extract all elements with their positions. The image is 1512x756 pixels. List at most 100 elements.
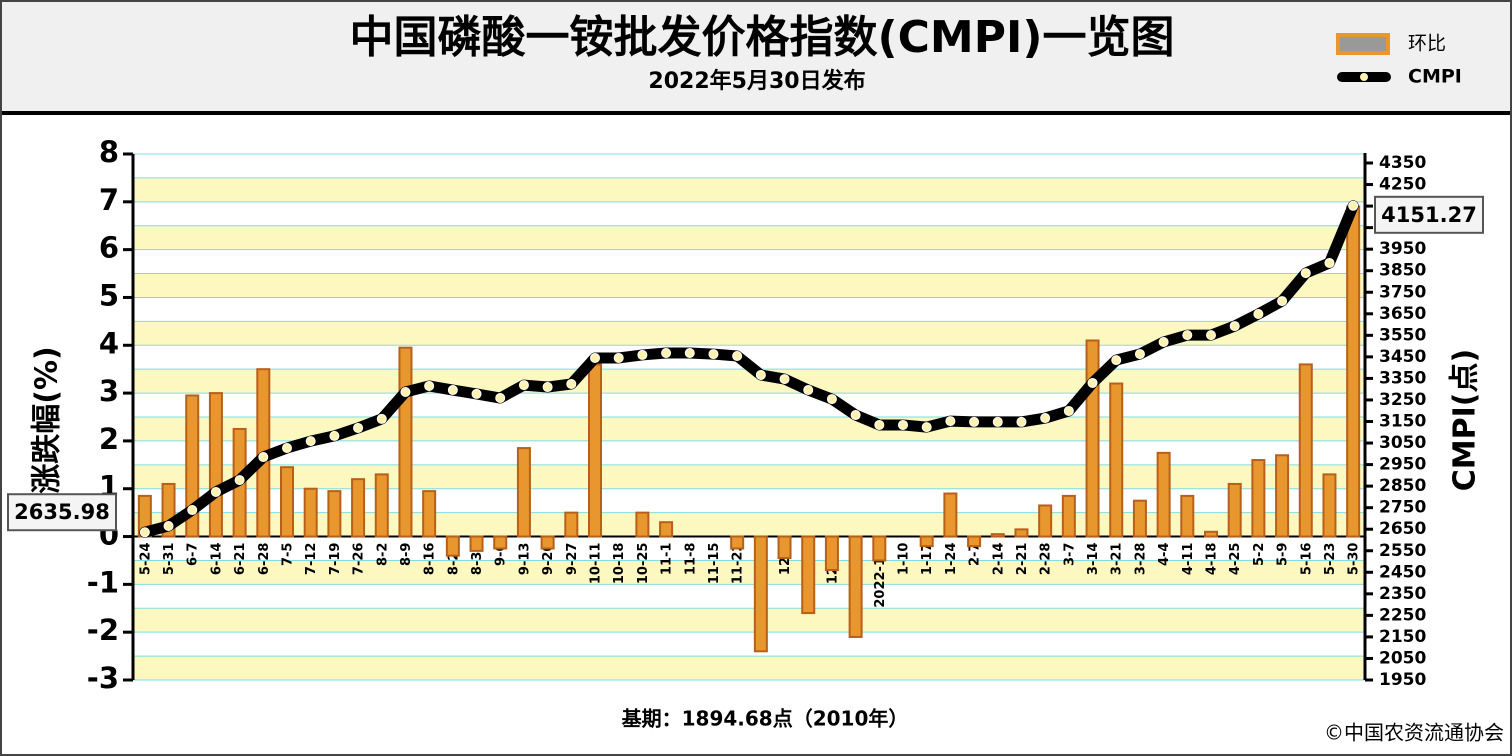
point — [258, 452, 269, 463]
point — [732, 351, 743, 362]
point — [305, 436, 316, 447]
x-tick-label: 8-9 — [399, 543, 414, 567]
y2-tick-label: 3950 — [1379, 239, 1426, 259]
band — [133, 417, 1365, 441]
point — [495, 393, 506, 404]
bar — [730, 535, 745, 550]
bar — [659, 521, 674, 538]
bar — [303, 487, 318, 538]
bar — [1346, 205, 1361, 538]
point — [1229, 321, 1240, 332]
x-tick-label: 1-10 — [897, 543, 912, 576]
x-tick-label: 11-1 — [660, 543, 675, 576]
bar — [445, 535, 460, 557]
header-band — [2, 2, 1510, 112]
x-tick-label: 7-5 — [281, 543, 296, 567]
bar — [801, 535, 816, 615]
x-tick-label: 5-31 — [162, 543, 177, 576]
x-tick-label: 7-12 — [304, 543, 319, 576]
x-tick-label: 8-2 — [375, 543, 390, 567]
plot — [133, 153, 1365, 681]
line — [139, 200, 1359, 538]
x-tick-label: 6-28 — [257, 543, 272, 576]
band — [133, 512, 1365, 537]
point — [234, 475, 245, 486]
point — [471, 388, 482, 399]
y2-tick-label: 3850 — [1379, 261, 1426, 281]
x-tick-label: 9-13 — [517, 543, 532, 576]
bar — [1275, 454, 1290, 538]
value-label: 2635.98 — [14, 500, 110, 524]
x-tick-label: 9-27 — [565, 543, 580, 576]
y2-tick-label: 2750 — [1379, 498, 1426, 518]
y2-axis-title: CMPI(点) — [1448, 349, 1483, 491]
y-axis-title: 涨跌幅(%) — [30, 346, 65, 493]
bar — [280, 466, 294, 538]
band — [133, 225, 1365, 250]
point — [424, 380, 435, 391]
point — [1087, 377, 1098, 388]
x-tick-label: 6-14 — [209, 543, 224, 576]
bar — [493, 535, 508, 550]
point — [1253, 309, 1264, 320]
x-tick-label: 11-22 — [731, 543, 746, 585]
point — [187, 505, 198, 516]
y2-tick-label: 1950 — [1379, 670, 1426, 690]
x-tick-label: 5-24 — [138, 543, 153, 576]
x-tick-label: 4-25 — [1228, 543, 1243, 576]
y2-tick-label: 3150 — [1379, 412, 1426, 432]
bar — [635, 511, 650, 538]
band — [133, 177, 1365, 202]
chart-subtitle: 2022年5月30日发布 — [648, 68, 865, 94]
band — [133, 560, 1365, 585]
bar — [1014, 528, 1029, 538]
legend-label: 环比 — [1408, 33, 1446, 55]
point — [945, 416, 956, 427]
y-tick-label: 7 — [99, 183, 119, 217]
point — [376, 413, 387, 424]
point — [613, 352, 624, 363]
y2-tick-label: 2850 — [1379, 476, 1426, 496]
point — [1182, 330, 1193, 341]
x-tick-label: 1-17 — [920, 543, 935, 576]
bar — [1204, 530, 1218, 538]
point — [969, 416, 980, 427]
point — [921, 422, 932, 433]
x-tick-label: 6-7 — [186, 543, 201, 567]
band — [133, 656, 1365, 680]
point — [1040, 413, 1051, 424]
x-tick-label: 7-19 — [328, 543, 343, 576]
point — [1348, 200, 1359, 211]
point — [874, 419, 885, 430]
y2-tick-label: 3750 — [1379, 282, 1426, 302]
x-tick-label: 5-23 — [1323, 543, 1338, 576]
x-tick-label: 5-2 — [1252, 543, 1267, 567]
x-tick-label: 3-21 — [1110, 543, 1125, 576]
point — [1277, 296, 1288, 307]
bar — [990, 533, 1005, 538]
bar — [824, 535, 839, 572]
bar — [564, 511, 579, 538]
x-tick-label: 3-28 — [1133, 543, 1148, 576]
y-tick-label: 6 — [99, 231, 119, 265]
y2-tick-label: 3450 — [1379, 347, 1426, 367]
legend-swatch — [1336, 33, 1390, 55]
bar — [919, 535, 934, 548]
bar — [967, 535, 982, 548]
point — [400, 386, 411, 397]
bar — [1298, 363, 1313, 538]
point — [803, 385, 814, 396]
band — [133, 369, 1365, 394]
bar — [398, 346, 413, 538]
point — [210, 486, 221, 497]
point — [590, 352, 600, 363]
legend-label: CMPI — [1408, 66, 1462, 88]
bar — [1322, 473, 1337, 538]
bar — [374, 473, 389, 538]
y-tick-label: 4 — [99, 326, 119, 360]
point — [826, 394, 837, 405]
point — [1300, 268, 1311, 279]
x-tick-label: 5-9 — [1276, 543, 1291, 567]
value-label-box — [7, 493, 117, 532]
